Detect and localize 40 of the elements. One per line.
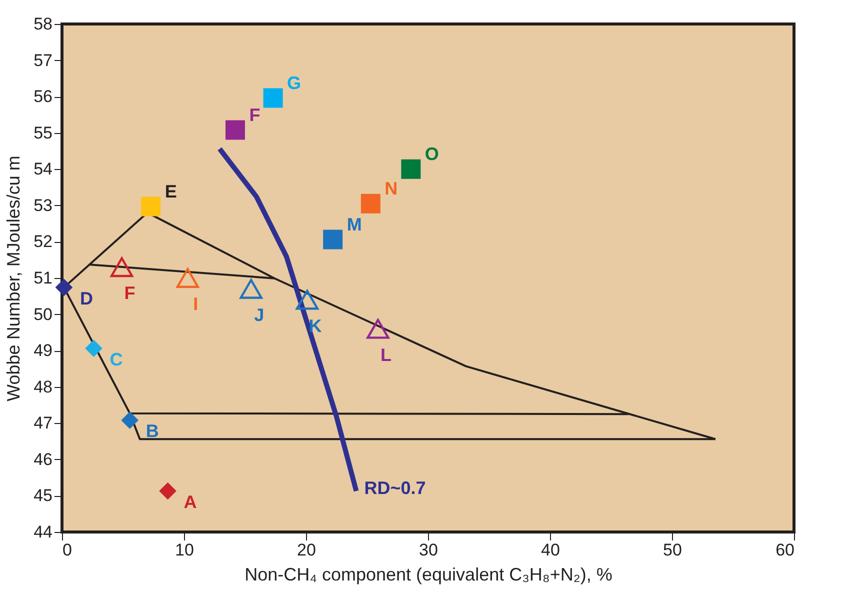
y-tick-label: 44 [34, 522, 52, 542]
x-tick-label: 0 [62, 540, 72, 560]
series-label: A [184, 492, 197, 512]
series-label: F [249, 104, 260, 125]
y-tick-label: 49 [34, 341, 52, 360]
series-label: C [110, 349, 123, 370]
y-tick-label: 57 [34, 50, 52, 70]
series-label: E [164, 182, 177, 202]
series-label: G [287, 73, 302, 94]
y-tick-label: 48 [34, 377, 52, 396]
series-label: O [424, 144, 439, 164]
series-label: B [146, 421, 159, 442]
y-tick-label: 45 [34, 486, 52, 506]
series-label: M [346, 214, 362, 235]
y-tick-label: 46 [34, 450, 52, 469]
y-tick-label: 56 [34, 87, 52, 106]
series-label: I [193, 294, 198, 314]
x-tick-label: 40 [541, 540, 560, 560]
y-tick-label: 58 [34, 14, 52, 34]
x-axis-title: Non-CH₄ component (equivalent C₃H₈+N₂), % [244, 564, 612, 584]
y-axis-title: Wobbe Number, MJoules/cu m [4, 156, 24, 402]
series-label: N [384, 178, 398, 199]
y-tick-label: 55 [34, 123, 52, 142]
series-label: D [80, 288, 93, 308]
series-label: F [124, 283, 136, 304]
x-tick-label: 10 [175, 540, 194, 560]
series-label: K [308, 316, 322, 336]
y-tick-label: 53 [34, 196, 52, 215]
y-tick-label: 51 [34, 268, 52, 288]
series-label: L [380, 344, 392, 365]
y-tick-label: 52 [34, 232, 52, 252]
x-tick-label: 30 [419, 540, 438, 560]
series-label: RD~0.7 [364, 478, 426, 498]
y-tick-label: 50 [34, 304, 52, 324]
x-tick-label: 20 [297, 540, 316, 560]
y-tick-label: 54 [34, 160, 52, 179]
y-tick-label: 47 [34, 414, 52, 433]
series-label: J [254, 304, 264, 325]
x-tick-label: 60 [776, 540, 794, 560]
x-tick-label: 50 [663, 540, 682, 560]
